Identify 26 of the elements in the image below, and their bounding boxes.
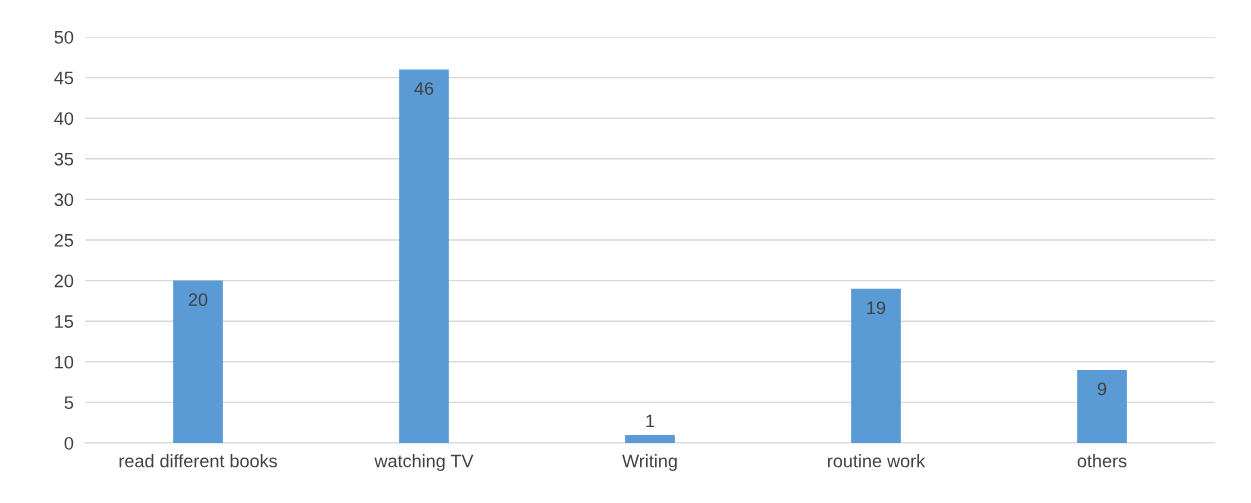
y-tick-label: 50 [54, 30, 74, 44]
x-tick-label: routine work [828, 454, 926, 468]
x-tick-label: others [1077, 454, 1127, 468]
y-tick-label: 15 [55, 315, 74, 328]
y-tick-label: 20 [54, 274, 74, 288]
x-tick-label: Writing [622, 454, 677, 471]
y-tick-label: 35 [54, 152, 74, 166]
bar [1077, 369, 1127, 443]
data-label: 19 [867, 301, 886, 315]
data-label: 1 [646, 414, 655, 428]
y-tick-label: 25 [54, 233, 74, 247]
x-tick-label: watching TV [374, 454, 474, 471]
y-tick-label: 40 [54, 112, 74, 125]
data-label: 20 [188, 293, 208, 307]
y-tick-label: 5 [64, 396, 74, 410]
y-tick-label: 10 [55, 355, 74, 369]
data-label: 46 [414, 82, 434, 95]
bar [625, 434, 675, 443]
bar [399, 69, 449, 443]
y-tick-label: 30 [54, 193, 74, 207]
bar [851, 288, 901, 443]
bar [173, 280, 223, 443]
y-tick-label: 0 [64, 436, 74, 450]
x-tick-label: read different books [119, 454, 277, 468]
y-tick-label: 45 [54, 71, 74, 85]
data-label: 9 [1097, 382, 1107, 396]
